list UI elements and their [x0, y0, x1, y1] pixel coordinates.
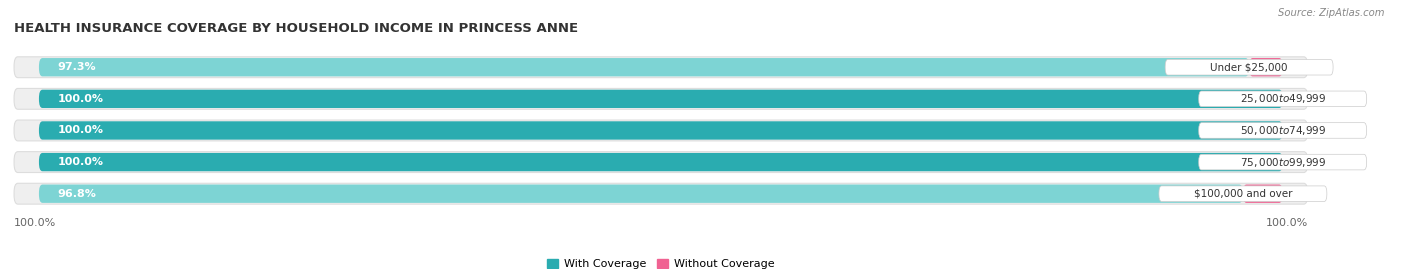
Text: 100.0%: 100.0% [58, 94, 104, 104]
FancyBboxPatch shape [1199, 154, 1367, 170]
FancyBboxPatch shape [14, 89, 1308, 109]
FancyBboxPatch shape [1199, 91, 1367, 107]
Text: Source: ZipAtlas.com: Source: ZipAtlas.com [1278, 8, 1385, 18]
FancyBboxPatch shape [39, 58, 1249, 76]
Text: 100.0%: 100.0% [58, 157, 104, 167]
Text: Under $25,000: Under $25,000 [1211, 62, 1288, 72]
FancyBboxPatch shape [1249, 58, 1282, 76]
Text: 100.0%: 100.0% [58, 125, 104, 136]
FancyBboxPatch shape [14, 120, 1308, 141]
FancyBboxPatch shape [39, 121, 1282, 140]
FancyBboxPatch shape [14, 152, 1308, 172]
Text: 96.8%: 96.8% [58, 189, 97, 199]
Text: 0.0%: 0.0% [1298, 125, 1326, 136]
Text: $50,000 to $74,999: $50,000 to $74,999 [1240, 124, 1326, 137]
Text: 100.0%: 100.0% [14, 218, 56, 228]
Text: 97.3%: 97.3% [58, 62, 96, 72]
FancyBboxPatch shape [1199, 123, 1367, 138]
Text: $75,000 to $99,999: $75,000 to $99,999 [1240, 155, 1326, 169]
Text: HEALTH INSURANCE COVERAGE BY HOUSEHOLD INCOME IN PRINCESS ANNE: HEALTH INSURANCE COVERAGE BY HOUSEHOLD I… [14, 22, 578, 35]
Text: 0.0%: 0.0% [1298, 157, 1326, 167]
Text: 3.2%: 3.2% [1298, 189, 1326, 199]
FancyBboxPatch shape [14, 183, 1308, 204]
Text: 2.7%: 2.7% [1298, 62, 1326, 72]
FancyBboxPatch shape [39, 185, 1243, 203]
Text: $25,000 to $49,999: $25,000 to $49,999 [1240, 92, 1326, 105]
Text: $100,000 and over: $100,000 and over [1194, 189, 1292, 199]
Legend: With Coverage, Without Coverage: With Coverage, Without Coverage [547, 259, 775, 269]
FancyBboxPatch shape [1166, 59, 1333, 75]
FancyBboxPatch shape [1159, 186, 1327, 201]
FancyBboxPatch shape [39, 90, 1282, 108]
FancyBboxPatch shape [1243, 185, 1282, 203]
FancyBboxPatch shape [14, 57, 1308, 78]
FancyBboxPatch shape [39, 153, 1282, 171]
Text: 0.0%: 0.0% [1298, 94, 1326, 104]
Text: 100.0%: 100.0% [1265, 218, 1308, 228]
